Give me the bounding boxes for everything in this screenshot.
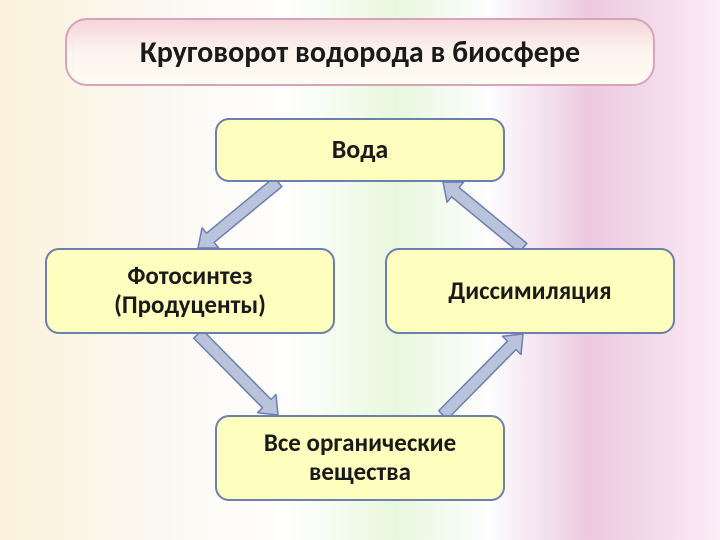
diagram-title: Круговорот водорода в биосфере <box>65 18 655 86</box>
arrow-e2 <box>435 172 532 258</box>
arrow-e4 <box>434 325 532 424</box>
arrow-e1 <box>190 172 287 258</box>
arrow-e3 <box>189 325 287 424</box>
node-water: Вода <box>215 118 505 182</box>
diagram-canvas: Круговорот водорода в биосфере Вода Фотоси… <box>0 0 720 540</box>
node-photosynthesis: Фотосинтез (Продуценты) <box>45 248 335 334</box>
node-organics: Все органические вещества <box>215 415 505 501</box>
node-dissimilation: Диссимиляция <box>385 248 675 334</box>
